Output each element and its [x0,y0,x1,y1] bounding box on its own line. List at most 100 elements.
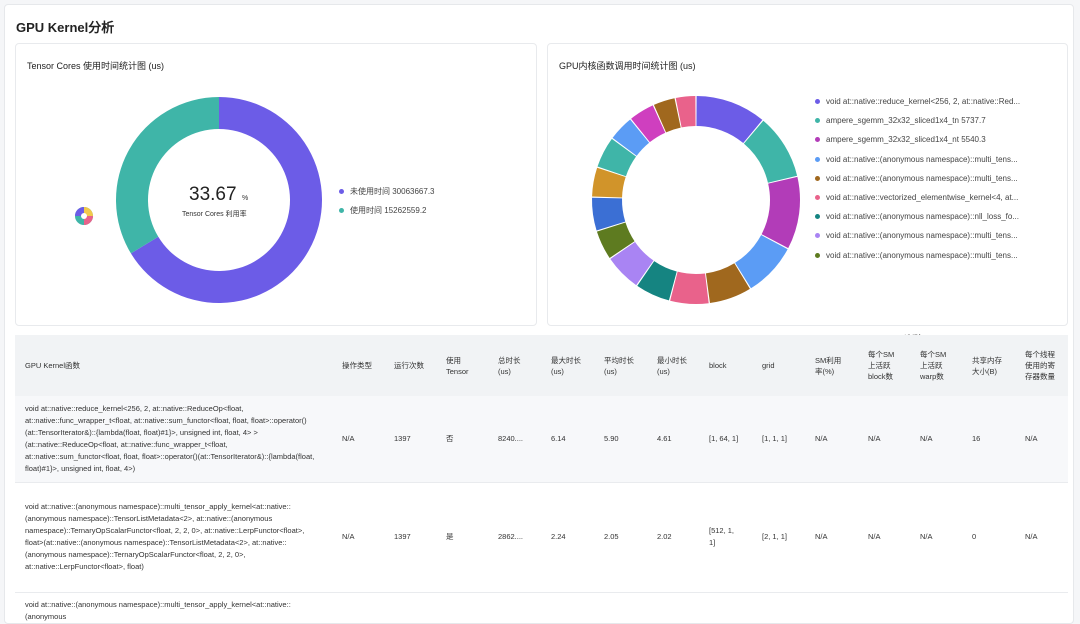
table-row[interactable]: void at::native::reduce_kernel<256, 2, a… [15,396,1068,483]
tensor-cores-slice[interactable] [130,97,322,303]
kernel-legend-item[interactable]: ampere_sgemm_32x32_sliced1x4_nt 5540.3 [815,135,986,144]
kernel-legend-item[interactable]: ampere_sgemm_32x32_sliced1x4_tn 5737.7 [815,116,986,125]
kernel-slice[interactable] [653,98,681,133]
table-cell: N/A [910,396,962,483]
table-cell: 2.24 [541,482,594,593]
tensor-cores-legend-unused[interactable]: 未使用时间 30063667.3 [339,186,435,197]
kernel-slice[interactable] [631,105,666,143]
table-cell: 1397 [384,396,436,483]
pager-next-icon[interactable]: ▶ [919,332,926,342]
table-cell [332,592,384,623]
kernel-slice[interactable] [675,96,696,128]
kernel-slice[interactable] [761,176,800,249]
table-cell: N/A [805,482,858,593]
table-cell: [1, 64, 1] [699,396,752,483]
legend-dot-icon [815,175,820,181]
legend-dot-icon [815,156,820,162]
table-header-cell[interactable]: block [709,361,727,370]
table-header-cell[interactable]: 共享内存大小(B) [972,355,1002,376]
table-cell: 2.02 [647,482,699,593]
table-cell: [512, 1, 1] [699,482,752,593]
kernel-legend-item[interactable]: void at::native::(anonymous namespace)::… [815,155,1018,164]
table-header-cell[interactable]: 每个SM上活跃block数 [868,350,895,381]
table-cell [752,592,805,623]
kernel-time-card: GPU内核函数调用时间统计图 (us) void at::native::red… [547,43,1068,342]
kernel-slice[interactable] [592,197,626,231]
table-cell [436,592,488,623]
table-cell [699,592,752,623]
table-cell [488,592,541,623]
page-title: GPU Kernel分析 [16,20,115,35]
chart-logo-icon [75,207,93,225]
kernel-slice[interactable] [596,222,635,258]
table-cell: 否 [436,396,488,483]
table-cell [962,592,1015,623]
table-cell [858,592,910,623]
table-row[interactable]: void at::native::(anonymous namespace)::… [15,482,1068,593]
table-cell: [2, 1, 1] [752,482,805,593]
pager-prev-icon[interactable]: ◀ [899,332,906,342]
kernel-name-cell: void at::native::(anonymous namespace)::… [15,482,332,593]
tensor-cores-card: Tensor Cores 使用时间统计图 (us) 33.67 % Tensor… [15,43,537,326]
table-cell: 是 [436,482,488,593]
table-header-cell[interactable]: 总时长(us) [498,355,521,376]
kernel-legend-item[interactable]: void at::native::(anonymous namespace)::… [815,231,1018,240]
kernel-slice[interactable] [743,120,798,183]
table-cell [594,592,647,623]
legend-pager: ◀ 1/2 ▶ [899,332,926,343]
table-cell: 16 [962,396,1015,483]
legend-dot-icon [815,252,820,258]
table-header-cell[interactable]: grid [762,361,775,370]
table-row[interactable]: void at::native::(anonymous namespace)::… [15,592,1068,623]
table-header-cell[interactable]: 操作类型 [342,361,372,370]
table-cell: N/A [1015,482,1068,593]
legend-dot-icon [815,195,820,200]
gpu-kernel-analysis-panel: GPU Kernel分析 Tensor Cores 使用时间统计图 (us) 3… [4,4,1074,624]
kernel-slice[interactable] [696,96,763,144]
tensor-cores-legend-used[interactable]: 使用时间 15262559.2 [339,205,427,216]
table-header-cell[interactable]: 最小时长(us) [657,355,687,376]
table-cell: 1397 [384,482,436,593]
tensor-cores-slice[interactable] [115,97,219,254]
kernel-legend-item[interactable]: void at::native::(anonymous namespace)::… [815,174,1018,183]
kernel-slice[interactable] [612,119,650,156]
table-cell: N/A [332,396,384,483]
kernel-time-donut [592,96,800,304]
table-cell [1015,592,1068,623]
table-header-cell[interactable]: GPU Kernel函数 [25,361,81,370]
kernel-slice[interactable] [735,235,788,289]
kernel-slice[interactable] [637,261,677,301]
kernel-legend-item[interactable]: void at::native::(anonymous namespace)::… [815,212,1019,221]
table-header-cell[interactable]: 平均时长(us) [604,355,634,376]
kernel-slice[interactable] [705,263,750,304]
tensor-cores-chart-title: Tensor Cores 使用时间统计图 (us) [27,61,165,71]
kernel-slice[interactable] [670,271,709,304]
table-cell [541,592,594,623]
table-cell: 8240.... [488,396,541,483]
table-header-cell[interactable]: 最大时长(us) [551,355,581,376]
kernel-slice[interactable] [592,167,626,198]
table-header-cell[interactable]: SM利用率(%) [815,355,842,376]
kernel-legend-item[interactable]: void at::native::vectorized_elementwise_… [815,193,1018,202]
legend-dot-icon [815,214,820,220]
kernel-slice[interactable] [597,138,637,177]
legend-dot-icon [815,99,820,104]
table-cell [384,592,436,623]
table-header-cell[interactable]: 运行次数 [394,361,424,370]
kernel-slice[interactable] [610,241,654,286]
table-cell: 2862.... [488,482,541,593]
table-cell [805,592,858,623]
table-cell: 0 [962,482,1015,593]
legend-dot-icon [815,137,820,143]
tensor-cores-percent-value: 33.67 [189,184,237,205]
tensor-cores-donut [115,97,322,303]
table-header-cell[interactable]: 每个线程使用的寄存器数量 [1025,350,1055,381]
kernel-table: GPU Kernel函数 操作类型 运行次数 使用Tensor 总时长(us) 最大时长(… [15,335,1068,623]
table-header-cell[interactable]: 每个SM上活跃warp数 [920,350,947,381]
tensor-cores-center-label: Tensor Cores 利用率 [182,211,247,218]
kernel-legend-item[interactable]: void at::native::(anonymous namespace)::… [815,251,1018,260]
table-cell: N/A [805,396,858,483]
table-cell: 5.90 [594,396,647,483]
kernel-legend-item[interactable]: void at::native::reduce_kernel<256, 2, a… [815,97,1020,106]
table-header-cell[interactable]: 使用Tensor [446,355,469,376]
